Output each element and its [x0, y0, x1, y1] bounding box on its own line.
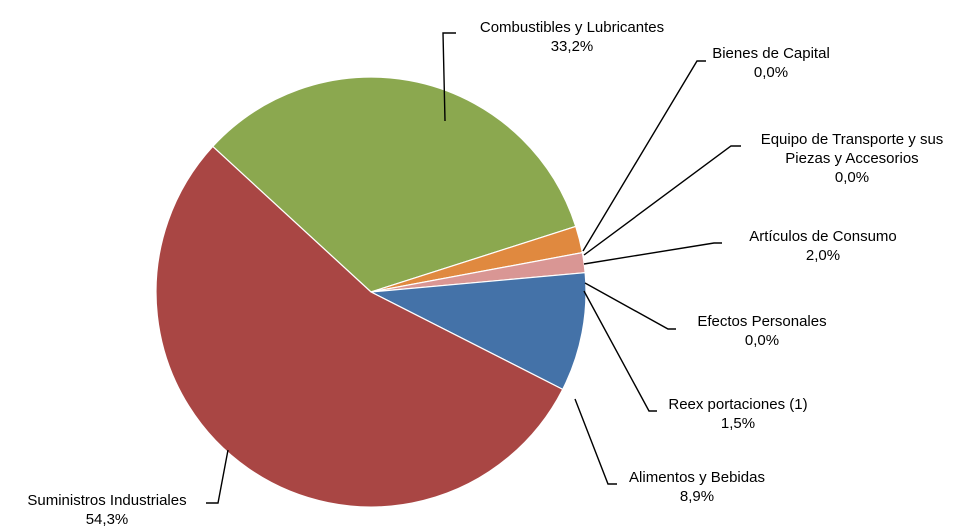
data-label-efectos-personales: Efectos Personales 0,0% — [697, 313, 826, 349]
data-label-name: Piezas y Accesorios — [785, 150, 918, 167]
pie-slice-suministros-industriales — [155, 145, 564, 508]
data-label-name: Bienes de Capital — [712, 45, 830, 62]
leader-line-combustibles-y-lubricantes — [442, 32, 456, 122]
data-label-name: Reex portaciones (1) — [668, 396, 807, 413]
data-label-bienes-de-capital: Bienes de Capital 0,0% — [712, 45, 830, 81]
data-label-value: 0,0% — [754, 64, 788, 81]
data-label-articulos-de-consumo: Artículos de Consumo 2,0% — [749, 228, 897, 264]
data-label-reexportaciones-1: Reex portaciones (1) 1,5% — [668, 396, 807, 432]
leader-line-reexportaciones-1 — [583, 290, 657, 412]
data-label-alimentos-y-bebidas: Alimentos y Bebidas 8,9% — [629, 469, 765, 505]
data-label-name: Equipo de Transporte y sus — [761, 131, 944, 148]
data-label-value: 54,3% — [86, 511, 129, 528]
data-label-name: Alimentos y Bebidas — [629, 469, 765, 486]
pie-slice-combustibles-y-lubricantes — [211, 76, 577, 293]
data-label-suministros-industriales: Suministros Industriales 54,3% — [27, 492, 186, 528]
data-labels: Combustibles y Lubricantes 33,2% Bienes de… — [27, 19, 943, 528]
leader-lines — [206, 32, 741, 504]
data-label-name: Efectos Personales — [697, 313, 826, 330]
data-label-value: 0,0% — [745, 332, 779, 349]
leader-line-alimentos-y-bebidas — [574, 398, 617, 485]
leader-line-bienes-de-capital — [582, 60, 706, 252]
leader-line-suministros-industriales — [206, 449, 229, 504]
leader-line-efectos-personales — [584, 282, 676, 330]
data-label-name: Artículos de Consumo — [749, 228, 897, 245]
data-label-value: 33,2% — [551, 38, 594, 55]
data-label-value: 0,0% — [835, 169, 869, 186]
pie-slice-alimentos-y-bebidas — [368, 272, 587, 391]
data-label-name: Suministros Industriales — [27, 492, 186, 509]
data-label-combustibles-y-lubricantes: Combustibles y Lubricantes 33,2% — [480, 19, 664, 55]
pie-slices — [155, 76, 587, 508]
data-label-equipo-de-transporte-y-sus-piezas-y-accesorios: Equipo de Transporte y sus Piezas y Acces… — [761, 131, 944, 186]
data-label-value: 8,9% — [680, 488, 714, 505]
data-label-value: 1,5% — [721, 415, 755, 432]
data-label-value: 2,0% — [806, 247, 840, 264]
leader-line-articulos-de-consumo — [583, 242, 722, 265]
leader-line-equipo-de-transporte-y-sus-piezas-y-accesorios — [583, 145, 741, 256]
data-label-name: Combustibles y Lubricantes — [480, 19, 664, 36]
